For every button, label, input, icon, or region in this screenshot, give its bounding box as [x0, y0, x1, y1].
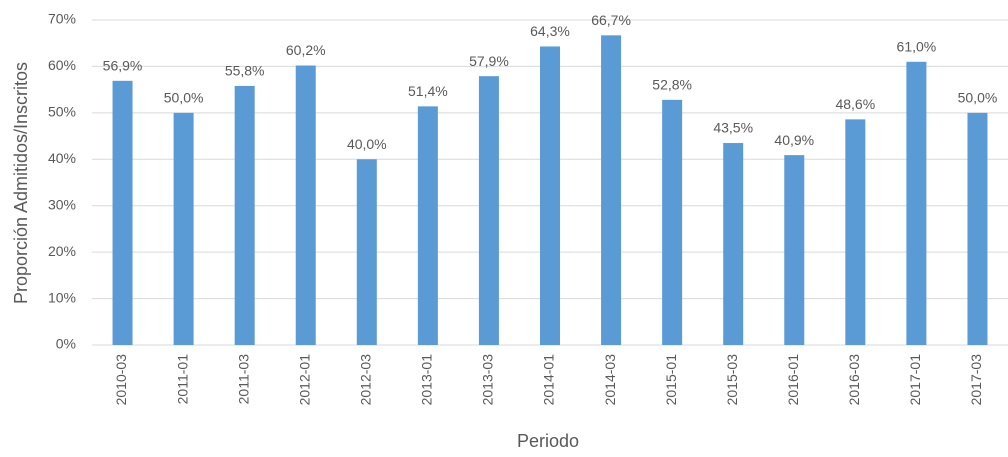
bar	[417, 106, 438, 345]
data-label: 50,0%	[958, 90, 998, 106]
x-tick-label: 2011-03	[235, 354, 251, 405]
bar	[295, 65, 316, 345]
bar	[540, 46, 560, 345]
data-label: 60,2%	[286, 42, 326, 58]
y-tick-label: 60%	[48, 57, 76, 73]
data-label: 52,8%	[652, 77, 692, 93]
bar	[967, 112, 988, 345]
x-tick-label: 2013-03	[480, 354, 496, 406]
bar	[356, 159, 377, 345]
bar	[478, 76, 499, 345]
y-tick-label: 50%	[48, 104, 76, 120]
bar	[723, 143, 744, 345]
y-tick-label: 70%	[48, 11, 76, 27]
data-label: 56,9%	[103, 58, 143, 74]
y-tick-label: 10%	[48, 289, 76, 305]
bar	[601, 35, 622, 345]
data-label: 51,4%	[408, 83, 448, 99]
bar	[112, 80, 133, 346]
data-label: 40,9%	[774, 132, 814, 148]
data-label: 66,7%	[591, 12, 631, 28]
x-tick-label: 2014-01	[541, 354, 557, 406]
bar	[906, 61, 927, 346]
x-tick-label: 2015-01	[663, 354, 679, 406]
x-tick-label: 2013-01	[419, 354, 435, 406]
y-axis-title: Proporción Admitidos/Inscritos	[11, 62, 31, 304]
bar	[173, 112, 194, 345]
data-label: 50,0%	[164, 90, 204, 106]
x-tick-label: 2016-03	[846, 354, 862, 406]
bar	[845, 119, 866, 345]
data-label: 40,0%	[347, 136, 387, 152]
data-label: 64,3%	[530, 23, 570, 39]
bar	[234, 85, 255, 345]
x-tick-label: 2012-03	[358, 354, 374, 406]
bar	[784, 155, 805, 345]
data-label: 57,9%	[469, 53, 509, 69]
x-tick-label: 2010-03	[113, 354, 129, 406]
data-label: 43,5%	[713, 120, 753, 136]
x-tick-label: 2014-03	[602, 354, 618, 406]
data-label: 61,0%	[897, 38, 937, 54]
x-axis-title: Periodo	[517, 431, 579, 451]
y-tick-label: 0%	[56, 336, 76, 352]
y-tick-label: 30%	[48, 196, 76, 212]
x-tick-label: 2017-01	[907, 354, 923, 406]
x-tick-label: 2017-03	[968, 354, 984, 406]
bar	[662, 99, 683, 345]
data-label: 48,6%	[835, 96, 875, 112]
x-tick-label: 2016-01	[785, 354, 801, 406]
x-tick-label: 2011-01	[174, 354, 190, 405]
y-tick-label: 20%	[48, 243, 76, 259]
x-tick-label: 2012-01	[296, 354, 312, 406]
y-tick-label: 40%	[48, 150, 76, 166]
x-tick-label: 2015-03	[724, 354, 740, 406]
data-label: 55,8%	[225, 63, 265, 79]
